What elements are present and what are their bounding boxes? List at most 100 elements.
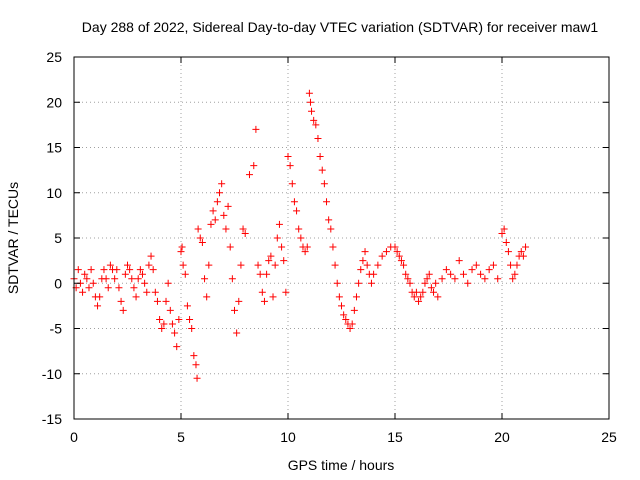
y-tick-label: 10 <box>46 185 62 201</box>
data-point <box>310 116 318 124</box>
y-tick-label: -5 <box>50 321 63 337</box>
y-tick-label: -15 <box>42 411 62 427</box>
data-point <box>350 306 358 314</box>
data-point <box>419 288 427 296</box>
data-point <box>303 243 311 251</box>
y-tick-label: 20 <box>46 94 62 110</box>
data-point <box>117 297 125 305</box>
data-point <box>434 293 442 301</box>
data-point <box>121 270 129 278</box>
data-point <box>162 297 170 305</box>
x-tick-label: 25 <box>601 429 617 445</box>
data-point <box>193 374 201 382</box>
data-point <box>216 189 224 197</box>
data-point <box>158 325 166 332</box>
data-point <box>500 225 508 233</box>
data-point <box>100 266 108 274</box>
data-point <box>160 320 168 328</box>
data-point <box>256 270 264 278</box>
data-point <box>308 107 316 115</box>
data-point <box>320 180 328 188</box>
data-point <box>393 248 401 256</box>
data-point <box>250 162 258 170</box>
data-point <box>237 261 245 269</box>
x-tick-label: 5 <box>177 429 185 445</box>
data-point <box>273 234 281 242</box>
data-point <box>149 266 157 274</box>
data-point <box>222 225 230 233</box>
data-point <box>196 234 204 242</box>
data-point <box>119 306 127 314</box>
data-point <box>502 239 510 247</box>
data-point <box>258 288 266 296</box>
data-point <box>355 279 363 287</box>
x-tick-label: 20 <box>494 429 510 445</box>
data-point <box>391 243 399 251</box>
data-point <box>331 261 339 269</box>
data-point <box>451 275 459 283</box>
data-point <box>205 261 213 269</box>
data-point <box>190 352 198 360</box>
data-point <box>235 297 243 305</box>
data-point <box>171 329 179 337</box>
data-point <box>151 288 159 296</box>
y-axis-title: SDTVAR / TECUs <box>5 182 21 294</box>
data-point <box>333 279 341 287</box>
data-point <box>211 216 219 224</box>
data-point <box>417 293 425 301</box>
x-tick-label: 0 <box>70 429 78 445</box>
data-point <box>175 315 183 323</box>
data-point <box>363 261 371 269</box>
data-point <box>481 275 489 283</box>
data-point <box>284 153 292 161</box>
data-point <box>464 279 472 287</box>
data-point <box>239 225 247 233</box>
data-point <box>361 248 369 256</box>
data-point <box>352 293 360 301</box>
data-point <box>425 270 433 278</box>
data-point <box>423 275 431 283</box>
data-point <box>468 266 476 274</box>
data-point <box>290 198 298 206</box>
data-point <box>226 243 234 251</box>
x-tick-labels: 0 5 10 15 20 25 <box>70 429 617 445</box>
data-point <box>220 211 228 219</box>
data-point <box>370 270 378 278</box>
data-point <box>395 252 403 260</box>
data-point <box>228 275 236 283</box>
data-point <box>179 261 187 269</box>
data-point <box>282 288 290 296</box>
data-point <box>166 306 174 314</box>
data-point <box>286 162 294 170</box>
x-axis-title: GPS time / hours <box>288 457 395 473</box>
data-point <box>178 243 186 251</box>
data-point <box>224 202 232 210</box>
data-point <box>455 257 463 265</box>
y-tick-label: 0 <box>54 275 62 291</box>
data-point <box>513 261 521 269</box>
data-point <box>263 270 271 278</box>
data-point <box>85 284 93 292</box>
data-point <box>115 284 123 292</box>
data-point <box>312 121 320 129</box>
data-point <box>430 288 438 296</box>
data-point <box>136 266 144 274</box>
data-point <box>367 279 375 287</box>
data-point <box>314 134 322 142</box>
data-point <box>203 293 211 301</box>
data-point <box>421 279 429 287</box>
data-point <box>183 302 191 310</box>
data-point <box>415 297 423 305</box>
data-point <box>111 275 119 283</box>
data-point <box>477 270 485 278</box>
data-point <box>348 320 356 328</box>
data-point <box>134 275 142 283</box>
data-point <box>252 125 260 133</box>
data-point <box>74 266 82 274</box>
data-point <box>335 293 343 301</box>
data-point <box>522 243 530 251</box>
data-point <box>130 284 138 292</box>
data-points <box>70 89 530 382</box>
data-point <box>79 288 87 296</box>
